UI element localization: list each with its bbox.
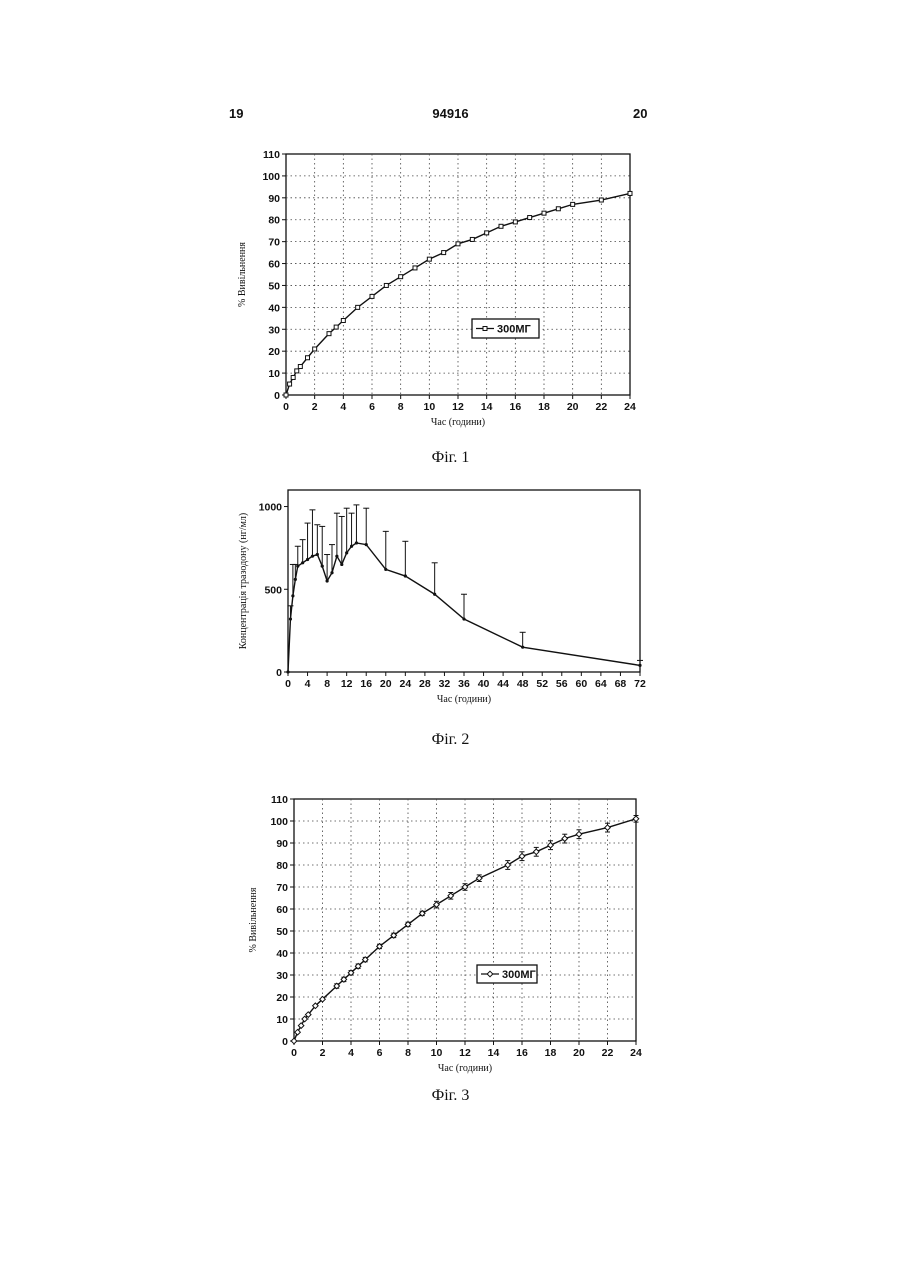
x-tick-label: 16 [516, 1047, 528, 1059]
y-tick-label: 30 [276, 970, 288, 982]
legend-label: 300МГ [502, 969, 537, 981]
x-tick-label: 12 [459, 1047, 471, 1059]
x-tick-label: 14 [488, 1047, 500, 1059]
x-tick-label: 2 [320, 1047, 326, 1059]
y-tick-label: 10 [276, 1014, 288, 1026]
x-tick-label: 8 [405, 1047, 411, 1059]
data-point [295, 1029, 301, 1035]
data-point [605, 825, 611, 831]
x-tick-label: 24 [630, 1047, 642, 1059]
y-tick-label: 80 [276, 860, 288, 872]
x-axis-label: Час (години) [438, 1063, 492, 1074]
x-tick-label: 20 [573, 1047, 585, 1059]
data-point [291, 1038, 297, 1044]
x-tick-label: 4 [348, 1047, 354, 1059]
x-tick-label: 0 [291, 1047, 297, 1059]
y-tick-label: 0 [282, 1036, 288, 1048]
y-tick-label: 100 [270, 816, 288, 828]
data-point [533, 849, 539, 855]
data-point [633, 816, 639, 822]
release-chart-fig3: 0246810121416182022240102030405060708090… [0, 0, 901, 1080]
x-tick-label: 22 [602, 1047, 614, 1059]
y-tick-label: 60 [276, 904, 288, 916]
figure-caption-3: Фіг. 3 [0, 1087, 901, 1105]
x-tick-label: 6 [377, 1047, 383, 1059]
y-tick-label: 110 [271, 794, 288, 806]
y-axis-label: % Вивільнення [248, 887, 259, 952]
y-tick-label: 40 [276, 948, 288, 960]
x-tick-label: 18 [545, 1047, 557, 1059]
data-point [298, 1023, 304, 1029]
y-tick-label: 90 [276, 838, 288, 850]
data-point [562, 836, 568, 842]
y-tick-label: 70 [276, 882, 288, 894]
data-point [576, 831, 582, 837]
data-point [548, 842, 554, 848]
y-tick-label: 50 [276, 926, 288, 938]
y-tick-label: 20 [276, 992, 288, 1004]
x-tick-label: 10 [431, 1047, 443, 1059]
